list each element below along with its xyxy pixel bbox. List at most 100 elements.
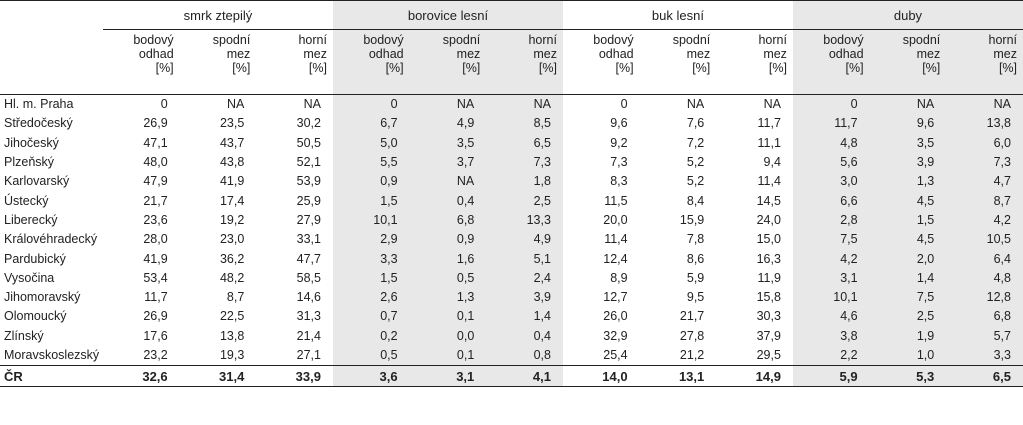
sub-header-line: [%] [615, 61, 634, 75]
region-name-cell: Ústecký [4, 193, 49, 208]
value-cell: 13,8 [219, 328, 245, 343]
value-cell: 26,9 [143, 116, 168, 131]
value-cell: 6,8 [946, 307, 1023, 327]
value-cell: 2,0 [869, 249, 947, 269]
value-cell: 0 [792, 94, 870, 115]
value-cell: 11,4 [604, 232, 628, 247]
value-cell: 15,9 [679, 212, 705, 227]
value-cell: 3,3 [946, 345, 1023, 366]
region-name-cell: Královéhradecký [4, 232, 98, 247]
value-cell: 21,2 [679, 348, 705, 362]
value-cell: 17,6 [143, 328, 168, 343]
sub-header-line: [%] [155, 61, 174, 75]
value-cell: 3,8 [792, 326, 870, 346]
value-cell: 10,1 [792, 287, 870, 308]
value-cell: 6,7 [332, 114, 410, 134]
value-cell: 8,3 [610, 174, 628, 189]
sub-header-line: [%] [768, 61, 787, 75]
value-cell: 9,5 [686, 290, 705, 305]
value-cell: 4,8 [946, 268, 1023, 288]
value-cell: 1,4 [869, 268, 947, 288]
value-cell: 2,4 [486, 268, 563, 288]
value-cell: 13,8 [946, 114, 1023, 134]
value-cell: 2,8 [792, 210, 870, 231]
value-cell: 15,0 [756, 232, 781, 247]
value-cell: 12,8 [946, 287, 1023, 308]
value-cell: 4,1 [486, 365, 563, 388]
value-cell: 33,9 [256, 365, 333, 388]
value-cell: 5,6 [792, 152, 870, 173]
value-cell: 0,7 [332, 307, 410, 327]
sub-header-line: mez [456, 47, 481, 61]
table-row: Karlovarský 47,9 41,9 53,9 0,9 NA 1,8 8,3 5,2 11,… [0, 172, 1023, 192]
value-cell: 22,5 [219, 309, 245, 324]
value-cell: 11,7 [792, 114, 870, 134]
value-cell: 11,1 [757, 135, 781, 150]
value-cell: 11,5 [604, 193, 628, 208]
table-row: Plzeňský 48,0 43,8 52,1 5,5 3,7 7,3 7,3 5,2 9,4 5,… [0, 152, 1023, 173]
sub-header-cell: spodní mez [%] [179, 29, 257, 95]
value-cell: 43,7 [219, 135, 245, 150]
value-cell: 11,9 [757, 270, 781, 285]
value-cell: 5,9 [792, 365, 870, 388]
value-cell: 1,6 [409, 249, 487, 269]
table-row: Pardubický 41,9 36,2 47,7 3,3 1,6 5,1 12,4 8,6 16… [0, 249, 1023, 269]
value-cell: 15,8 [756, 290, 781, 305]
value-cell: 16,3 [756, 251, 781, 266]
value-cell: 3,7 [409, 152, 487, 173]
value-cell: 3,6 [332, 365, 410, 388]
value-cell: 25,9 [296, 193, 321, 208]
value-cell: 7,5 [792, 230, 870, 250]
value-cell: 2,6 [332, 287, 410, 308]
value-cell: 1,0 [869, 345, 947, 366]
value-cell: 5,7 [946, 326, 1023, 346]
value-cell: 14,9 [716, 365, 793, 388]
sub-header-line: odhad [598, 47, 634, 61]
sub-header-line: [%] [538, 61, 557, 75]
table-row: Jihomoravský 11,7 8,7 14,6 2,6 1,3 3,9 12,7 9,5 1… [0, 287, 1023, 308]
value-cell: 5,3 [869, 365, 947, 388]
sub-header-line: bodový [593, 33, 634, 47]
value-cell: 37,9 [756, 328, 781, 343]
value-cell: 5,9 [686, 270, 705, 285]
value-cell: NA [226, 97, 245, 112]
value-cell: 6,5 [486, 133, 563, 153]
region-name-cell: Liberecký [4, 212, 58, 227]
value-cell: 29,5 [756, 348, 781, 362]
value-cell: 0,1 [409, 307, 487, 327]
value-cell: 14,6 [296, 290, 321, 305]
sub-header-cell: bodový odhad [%] [103, 29, 180, 95]
value-cell: 11,7 [144, 290, 168, 305]
value-cell: 31,4 [179, 365, 257, 388]
value-cell: 31,3 [296, 309, 321, 324]
stub-subheader [0, 29, 103, 95]
value-cell: 21,7 [143, 193, 168, 208]
sub-header-line: mez [763, 47, 787, 61]
value-cell: 47,1 [143, 135, 168, 150]
value-cell: 9,6 [610, 116, 628, 131]
value-cell: 6,6 [792, 191, 870, 211]
value-cell: 26,0 [603, 309, 628, 324]
value-cell: 3,3 [332, 249, 410, 269]
region-name-cell: Jihočeský [4, 135, 59, 150]
sub-header-cell: horní mez [%] [716, 29, 793, 95]
region-name-cell: Moravskoslezský [4, 348, 100, 362]
value-cell: 6,8 [409, 210, 487, 231]
value-cell: 12,7 [603, 290, 628, 305]
sub-header-line: bodový [363, 33, 404, 47]
sub-header-cell: horní mez [%] [256, 29, 333, 95]
region-name-cell: Olomoucký [4, 309, 67, 324]
value-cell: NA [409, 172, 487, 192]
value-cell: 28,0 [143, 232, 168, 247]
sub-header-cell: spodní mez [%] [409, 29, 487, 95]
value-cell: 43,8 [219, 155, 245, 170]
value-cell: NA [486, 94, 563, 115]
value-cell: 2,5 [486, 191, 563, 211]
value-cell: 7,2 [686, 135, 705, 150]
value-cell: 0,5 [332, 345, 410, 366]
table-row: Olomoucký 26,9 22,5 31,3 0,7 0,1 1,4 26,0 21,7 30… [0, 307, 1023, 327]
region-name-cell: Vysočina [4, 270, 55, 285]
value-cell: 0,0 [409, 326, 487, 346]
sub-header-line: mez [303, 47, 327, 61]
